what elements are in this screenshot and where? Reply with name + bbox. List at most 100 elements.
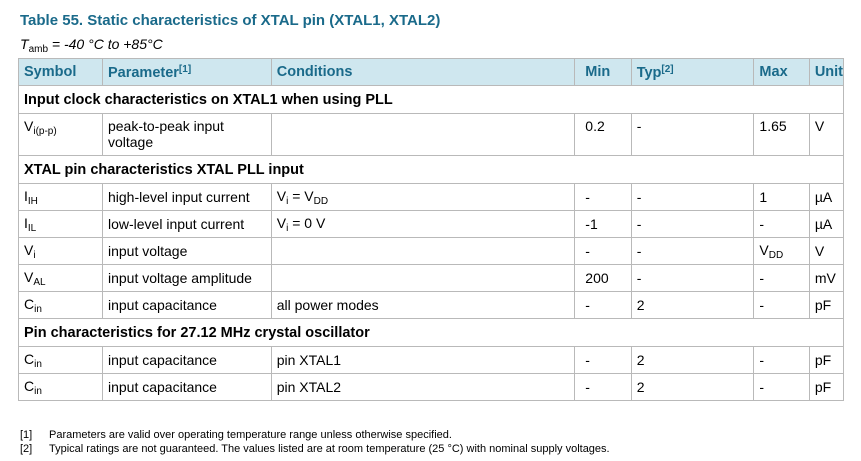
cell-symbol: VAL (18, 264, 103, 292)
cell-min: - (574, 373, 632, 401)
table-row: Vi(p-p) peak-to-peak input voltage 0.2 -… (18, 113, 845, 156)
symbol-sub: in (34, 358, 42, 370)
cell-min: - (574, 237, 632, 265)
cell-typ: - (630, 264, 755, 292)
section-label: Input clock characteristics on XTAL1 whe… (18, 85, 844, 114)
table-condition: Tamb = -40 °C to +85°C (20, 36, 163, 55)
cell-symbol: Vi (18, 237, 103, 265)
cell-unit: pF (808, 346, 845, 374)
cell-parameter: input voltage amplitude (101, 264, 272, 292)
cell-conditions: pin XTAL1 (270, 346, 576, 374)
cell-typ: 2 (630, 346, 755, 374)
cell-symbol: Cin (18, 291, 103, 319)
cond-main: V (276, 187, 287, 204)
table-row: Cin input capacitance pin XTAL2 - 2 - pF (18, 373, 845, 401)
symbol-main: V (24, 241, 34, 258)
symbol-sub: IL (27, 222, 37, 234)
note-item: [1] Parameters are valid over operating t… (20, 428, 610, 442)
cond-main: V (276, 214, 287, 231)
table-row: Cin input capacitance all power modes - … (18, 291, 845, 319)
cell-conditions: Vi = VDD (270, 183, 576, 211)
col-typ-label: Typ (636, 64, 662, 81)
col-parameter: Parameter[1] (101, 58, 272, 86)
symbol-sub: in (34, 385, 42, 397)
col-max: Max (753, 58, 810, 86)
condition-symbol-sub: amb (28, 44, 49, 55)
cell-min: 0.2 (574, 113, 632, 156)
col-typ: Typ[2] (630, 58, 755, 86)
cell-unit: pF (808, 291, 845, 319)
symbol-main: V (24, 118, 34, 134)
cell-unit: mV (808, 264, 845, 292)
cell-typ: - (630, 210, 755, 238)
symbol-main: I (24, 214, 28, 231)
table-title: Table 55. Static characteristics of XTAL… (20, 12, 441, 29)
cell-symbol: IIL (18, 210, 103, 238)
cell-max: - (753, 291, 810, 319)
note-text: Typical ratings are not guaranteed. The … (49, 443, 610, 455)
cell-parameter: input capacitance (101, 373, 272, 401)
symbol-main: V (24, 268, 34, 285)
col-unit: Unit (808, 58, 845, 86)
cell-max: - (753, 346, 810, 374)
cell-typ: - (630, 237, 755, 265)
cond-sub2: DD (313, 195, 329, 207)
cell-parameter: peak-to-peak input voltage (101, 113, 272, 156)
cell-typ: 2 (630, 373, 755, 401)
cell-min: -1 (574, 210, 632, 238)
condition-symbol: T (20, 36, 29, 52)
col-typ-ref: [2] (661, 63, 674, 75)
cell-conditions (270, 237, 576, 265)
symbol-sub: AL (33, 276, 46, 288)
table-notes: [1] Parameters are valid over operating t… (20, 428, 610, 456)
cell-unit: V (808, 113, 845, 156)
cell-conditions: pin XTAL2 (270, 373, 576, 401)
table-row: Vi input voltage - - VDD V (18, 237, 845, 265)
cond-sub: i (286, 222, 289, 234)
cell-max: 1 (753, 183, 810, 211)
cell-parameter: input capacitance (101, 291, 272, 319)
cell-conditions: all power modes (270, 291, 576, 319)
table-row: VAL input voltage amplitude 200 - - mV (18, 264, 845, 292)
table-row: Cin input capacitance pin XTAL1 - 2 - pF (18, 346, 845, 374)
symbol-main: I (24, 187, 28, 204)
cell-max: 1.65 (753, 113, 810, 156)
cell-min: - (574, 183, 632, 211)
note-text: Parameters are valid over operating temp… (49, 429, 452, 441)
max-sub: DD (768, 249, 784, 261)
cell-conditions (270, 113, 576, 156)
col-parameter-ref: [1] (178, 63, 192, 75)
section-row: XTAL pin characteristics XTAL PLL input (18, 155, 844, 184)
cell-max: VDD (753, 237, 810, 265)
cell-unit: µA (808, 183, 845, 211)
symbol-main: C (24, 350, 35, 367)
note-item: [2] Typical ratings are not guaranteed. T… (20, 442, 610, 456)
cell-unit: V (808, 237, 845, 265)
symbol-main: C (24, 295, 35, 312)
cell-typ: 2 (630, 291, 755, 319)
symbol-main: C (24, 377, 35, 394)
col-symbol: Symbol (18, 58, 103, 86)
cell-unit: pF (808, 373, 845, 401)
cell-min: - (574, 291, 632, 319)
cell-symbol: IIH (18, 183, 103, 211)
cell-symbol: Cin (18, 346, 103, 374)
col-min: Min (574, 58, 632, 86)
cond-sub: i (286, 195, 289, 207)
condition-text: = -40 °C to +85°C (48, 36, 163, 52)
cell-unit: µA (808, 210, 845, 238)
col-parameter-label: Parameter (107, 64, 179, 81)
cell-min: 200 (574, 264, 632, 292)
table-row: IIL low-level input current Vi = 0 V -1 … (18, 210, 845, 238)
section-row: Input clock characteristics on XTAL1 whe… (18, 85, 844, 114)
col-conditions: Conditions (270, 58, 576, 86)
cell-typ: - (630, 183, 755, 211)
cell-parameter: input voltage (101, 237, 272, 265)
cell-parameter: high-level input current (101, 183, 272, 211)
max-main: V (759, 241, 769, 258)
cell-max: - (753, 210, 810, 238)
symbol-sub: i (33, 249, 36, 261)
symbol-sub: IH (27, 195, 38, 207)
cell-conditions: Vi = 0 V (270, 210, 576, 238)
cell-symbol: Cin (18, 373, 103, 401)
